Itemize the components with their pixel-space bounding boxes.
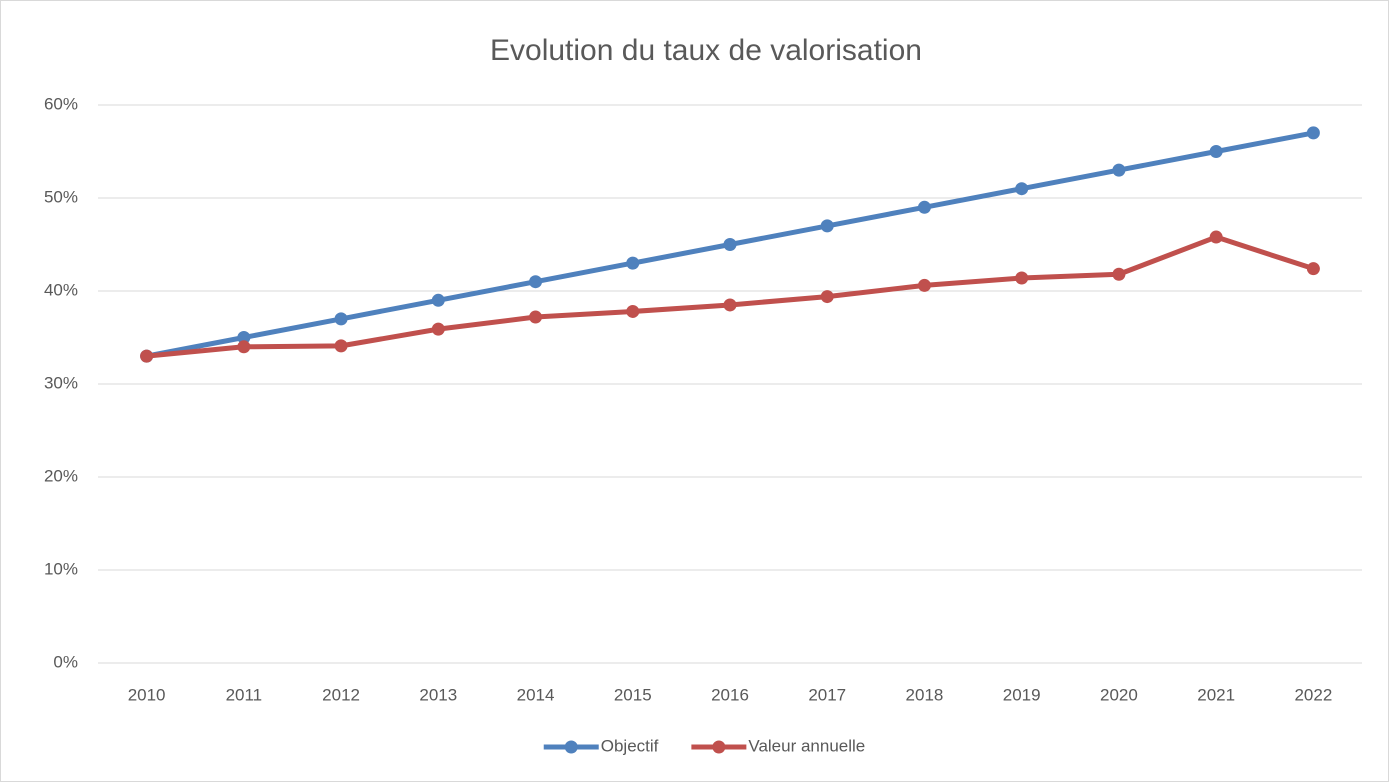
data-point [431,293,445,307]
legend-label: Valeur annuelle [748,736,865,755]
data-point [140,349,154,363]
x-tick-label: 2022 [1294,685,1332,704]
data-point [820,219,834,233]
chart-title: Evolution du taux de valorisation [490,34,922,67]
data-point [1015,271,1029,285]
y-tick-label: 40% [44,280,78,299]
y-tick-label: 60% [44,94,78,113]
data-point [1015,182,1029,196]
y-tick-label: 50% [44,187,78,206]
y-tick-label: 0% [53,652,78,671]
legend-marker [712,740,726,754]
x-tick-label: 2013 [419,685,457,704]
x-tick-label: 2010 [128,685,166,704]
data-point [529,275,543,289]
x-tick-label: 2016 [711,685,749,704]
data-point [917,278,931,292]
data-point [917,200,931,214]
data-point [529,310,543,324]
data-point [237,340,251,354]
data-point [334,312,348,326]
legend-marker [564,740,578,754]
data-point [626,304,640,318]
x-tick-label: 2020 [1100,685,1138,704]
y-tick-label: 10% [44,559,78,578]
data-point [1306,262,1320,276]
x-tick-label: 2015 [614,685,652,704]
data-point [723,238,737,251]
y-tick-label: 30% [44,373,78,392]
y-tick-label: 20% [44,466,78,485]
data-point [1209,145,1223,158]
x-tick-label: 2017 [808,685,846,704]
x-tick-label: 2018 [906,685,944,704]
data-point [1112,163,1126,177]
x-tick-label: 2021 [1197,685,1235,704]
legend-label: Objectif [601,736,659,755]
x-tick-label: 2012 [322,685,360,704]
data-point [1306,126,1320,140]
data-point [431,322,445,336]
data-point [820,290,834,304]
x-tick-label: 2014 [517,685,555,704]
data-point [334,339,348,353]
data-point [1209,230,1223,244]
data-point [237,331,251,344]
data-point [626,256,640,270]
x-tick-label: 2019 [1003,685,1041,704]
data-point [1112,267,1126,281]
x-tick-label: 2011 [226,685,263,704]
data-point [723,298,737,312]
